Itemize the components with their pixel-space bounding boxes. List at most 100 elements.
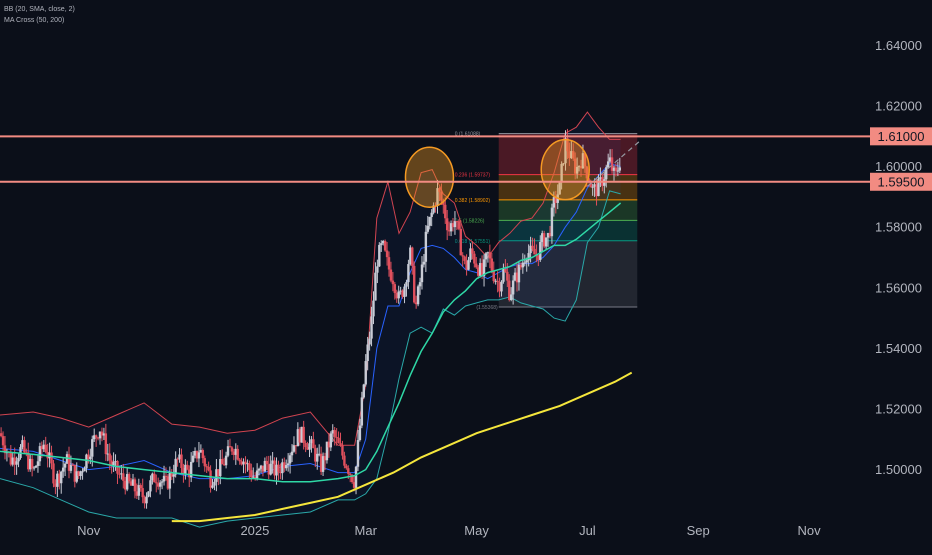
candle-body-105 [203,458,206,467]
candle-body-259 [502,269,505,282]
candle-body-282 [546,233,550,238]
candle-body-111 [215,469,218,482]
candle-body-113 [219,459,222,477]
candle-body-7 [13,457,16,465]
candle-body-99 [191,455,195,462]
candle-body-98 [189,461,193,478]
candle-body-297 [575,166,579,174]
candle-body-58 [112,462,115,467]
candle-body-122 [236,448,239,460]
candle-body-162 [314,448,317,462]
candle-body-215 [416,286,420,305]
highlight-circle-1[interactable] [540,138,590,201]
candle-body-48 [93,435,96,440]
candle-body-151 [292,445,296,452]
candle-body-42 [81,471,84,473]
candle-body-68 [131,479,135,486]
candle-body-195 [378,244,381,267]
candle-body-189 [366,344,369,362]
x-tick-label: Nov [77,523,101,538]
ma-cross-legend-label[interactable]: MA Cross (50, 200) [4,17,65,24]
drawings[interactable] [404,138,641,208]
candle-body-313 [606,161,610,168]
candle-body-171 [331,430,334,434]
candle-body-227 [440,191,443,201]
candle-body-66 [127,474,131,482]
candle-body-47 [91,439,94,457]
candle-body-245 [475,263,478,268]
candle-body-190 [368,338,371,345]
candle-body-179 [347,468,350,474]
candle-body-57 [110,460,113,467]
bb-upper-line [0,111,621,446]
candle-body-177 [343,455,346,466]
candle-body-136 [263,460,267,472]
candle-body-170 [329,433,333,448]
candle-body-201 [389,269,393,281]
candle-body-76 [147,491,150,497]
candle-body-126 [244,461,247,464]
candle-body-206 [399,290,402,292]
candle-body-306 [593,184,596,187]
candle-body-208 [403,286,406,297]
highlight-circle-0[interactable] [404,146,455,208]
x-tick-label: Jul [579,523,596,538]
candle-body-124 [240,461,243,465]
candle-body-119 [230,447,234,452]
candle-body-247 [478,263,482,276]
candle-body-192 [372,300,375,317]
candle-body-286 [554,197,558,203]
candle-body-176 [341,445,344,456]
price-tag-1[interactable] [870,172,932,191]
candle-body-96 [186,464,189,470]
candle-body-152 [294,445,298,447]
y-tick-label: 1.56000 [875,280,922,295]
y-tick-label: 1.58000 [875,220,922,235]
ma50-line [0,202,622,483]
candle-body-219 [424,231,428,262]
candle-body-55 [106,453,109,455]
candle-body-234 [453,221,457,228]
candle-body-102 [197,452,201,459]
candle-body-233 [451,223,455,228]
candle-body-120 [232,451,236,455]
candle-body-56 [108,453,111,461]
candle-body-28 [54,483,57,487]
candle-body-93 [180,454,183,469]
candle-body-37 [71,464,75,466]
candle-body-312 [605,167,608,180]
candle-body-280 [542,233,546,247]
candle-body-139 [269,463,272,475]
candle-body-303 [587,178,590,182]
candle-body-267 [517,264,521,283]
candle-body-281 [544,237,548,247]
axes[interactable]: 1.64000 1.62000 1.60000 1.58000 1.56000 1.540… [77,38,922,538]
candle-body-285 [552,197,556,208]
candle-body-270 [523,262,526,264]
y-tick-label: 1.52000 [875,401,922,416]
candle-body-181 [350,474,354,483]
candle-body-40 [77,471,80,477]
price-tag-0[interactable] [870,127,932,146]
candle-body-200 [387,257,391,270]
candle-body-107 [207,466,210,471]
candle-body-81 [157,483,160,487]
candle-body-289 [560,163,563,182]
dashed-trendline[interactable] [586,140,641,187]
candle-body-72 [139,485,142,489]
y-tick-label: 1.50000 [875,462,922,477]
candle-body-223 [432,205,435,213]
candle-body-149 [288,455,292,464]
bb-legend-label[interactable]: BB (20, SMA, close, 2) [4,6,75,13]
x-tick-label: 2025 [240,523,269,538]
candle-body-123 [238,459,241,462]
horizontal-levels[interactable]: 1.61000 1.59500 [0,127,932,191]
candle-body-193 [374,272,377,301]
candle-body-301 [583,153,587,167]
candle-body-67 [129,481,133,486]
candle-body-249 [482,259,486,277]
candle-body-12 [23,440,26,453]
candle-body-32 [61,467,65,472]
